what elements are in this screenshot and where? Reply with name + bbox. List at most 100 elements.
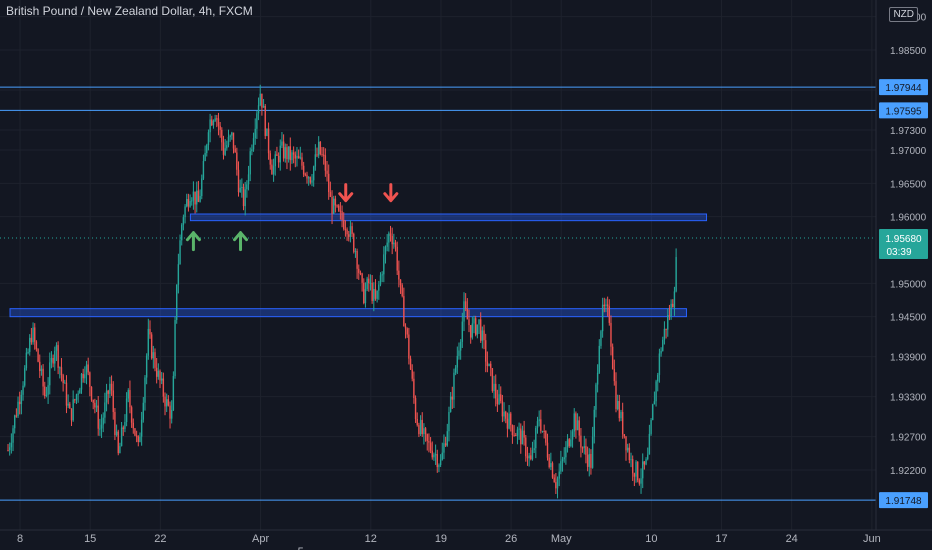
candle-body <box>626 447 629 451</box>
candle-body <box>201 178 203 197</box>
candle-body <box>44 386 46 396</box>
candle-body <box>130 407 133 423</box>
price-tags-layer: 1.97944 1.97595 1.91748 1.95680 03:39 <box>879 79 928 509</box>
candle-body <box>232 132 235 149</box>
candle-body <box>135 435 138 437</box>
candle-body <box>351 226 353 234</box>
candle-body <box>383 254 385 275</box>
candle-body <box>374 289 377 299</box>
candle-body <box>266 128 268 136</box>
candle-body <box>87 364 89 373</box>
candle-body <box>157 370 160 377</box>
candle-body <box>364 289 367 304</box>
candle-body <box>560 461 562 472</box>
candle-body <box>37 349 39 362</box>
candle-body <box>667 315 669 330</box>
candle-body <box>316 154 318 156</box>
candle-body <box>575 413 577 431</box>
candle-body <box>312 166 315 181</box>
candle-body <box>368 278 370 284</box>
candle-body <box>505 411 507 419</box>
candle-body <box>291 152 293 161</box>
bar-countdown-label: 03:39 <box>886 247 911 258</box>
candle-body <box>234 148 236 153</box>
candle-body <box>526 456 529 459</box>
candle-body <box>566 439 569 448</box>
candle-body <box>441 452 443 460</box>
candle-body <box>401 285 403 297</box>
candle-body <box>510 413 512 426</box>
candle-body <box>219 125 221 130</box>
candle-body <box>376 290 378 299</box>
candle-body <box>251 149 253 152</box>
candle-body <box>154 352 156 368</box>
candle-body <box>52 357 54 364</box>
candle-body <box>481 330 484 341</box>
candle-body <box>172 376 175 411</box>
candle-body <box>500 394 502 402</box>
time-axis[interactable]: 8 15 22 Apr 12 19 26 May 10 17 24 Jun 5 <box>0 529 932 550</box>
candle-body <box>348 234 350 237</box>
candle-body <box>264 105 266 136</box>
candle-body <box>588 454 590 467</box>
candle-body <box>24 368 26 386</box>
candle-body <box>548 457 550 468</box>
x-tick-label: 17 <box>715 533 727 545</box>
candle-body <box>459 341 462 351</box>
candle-body <box>202 161 205 179</box>
currency-badge[interactable]: NZD <box>889 7 918 22</box>
candle-body <box>530 455 532 460</box>
arrow-layer <box>185 183 399 252</box>
candle-body <box>155 367 158 377</box>
candle-body <box>418 425 420 435</box>
candle-body <box>444 443 447 446</box>
candle-body <box>70 408 73 421</box>
candle-body <box>82 373 84 379</box>
candle-body <box>257 105 260 114</box>
candle-body <box>652 404 654 420</box>
candle-body <box>237 169 240 193</box>
candle-body <box>578 420 580 436</box>
candle-body <box>413 378 415 399</box>
candle-body <box>583 446 585 448</box>
candle-body <box>581 447 584 449</box>
candle-body <box>545 430 547 443</box>
candle-body <box>160 378 163 381</box>
candle-body <box>436 454 438 468</box>
candle-body <box>349 226 352 237</box>
candle-body <box>657 374 659 382</box>
candle-body <box>169 405 171 419</box>
candle-body <box>162 378 165 397</box>
candle-body <box>464 301 467 309</box>
candle-body <box>132 422 134 429</box>
candle-body <box>8 447 11 451</box>
candle-body <box>593 409 595 437</box>
candle-body <box>523 430 525 438</box>
candle-body <box>361 273 363 283</box>
candle-body <box>294 154 297 159</box>
candle-body <box>453 372 455 400</box>
candle-body <box>396 246 398 271</box>
candle-body <box>72 399 74 421</box>
candle-body <box>149 328 151 335</box>
candle-body <box>55 345 58 351</box>
x-tick-label: Apr <box>252 533 269 545</box>
candle-body <box>25 352 28 369</box>
candle-body <box>127 390 129 399</box>
candle-body <box>105 390 108 403</box>
candle-body <box>570 439 572 446</box>
candle-body <box>408 334 410 359</box>
candle-body <box>565 447 567 458</box>
candle-body <box>451 396 454 400</box>
candle-body <box>605 304 607 307</box>
candle-body <box>27 351 29 353</box>
candles-layer <box>7 84 677 499</box>
candle-body <box>478 319 480 325</box>
candle-body <box>321 154 323 156</box>
candle-body <box>297 155 300 159</box>
candle-body <box>134 428 136 436</box>
y-tick-label: 1.94500 <box>890 313 927 324</box>
candle-body <box>439 459 442 466</box>
candle-body <box>307 177 310 179</box>
